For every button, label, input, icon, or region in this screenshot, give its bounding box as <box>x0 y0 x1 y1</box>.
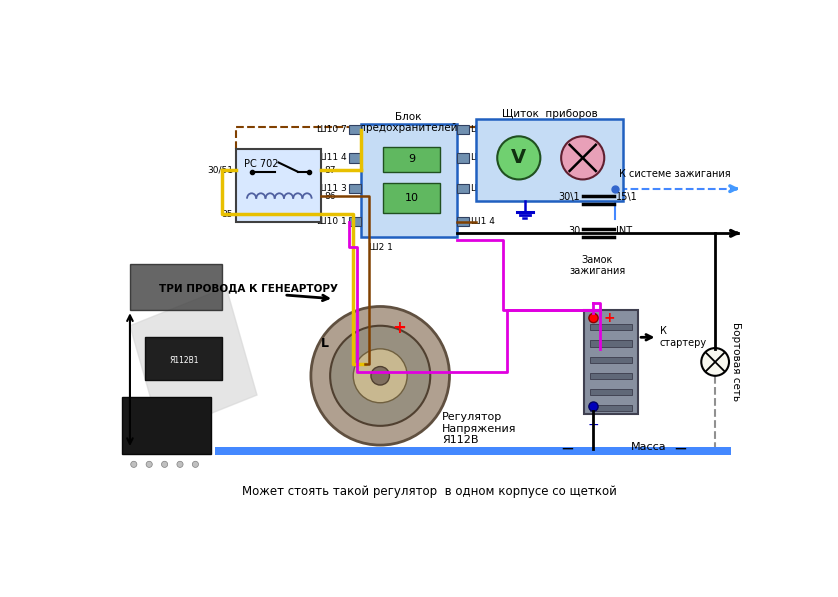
Bar <box>349 217 361 226</box>
Text: Может стоять такой регулятор  в одном корпусе со щеткой: Может стоять такой регулятор в одном кор… <box>242 485 617 498</box>
Text: 30\1: 30\1 <box>559 192 581 202</box>
Bar <box>349 184 361 193</box>
Bar <box>591 405 632 411</box>
Text: INT: INT <box>616 226 632 236</box>
Circle shape <box>497 136 541 180</box>
Circle shape <box>146 461 153 467</box>
Bar <box>591 373 632 379</box>
Bar <box>458 125 468 134</box>
Text: Ш1 5: Ш1 5 <box>471 184 495 193</box>
Text: Ш11 4: Ш11 4 <box>318 153 347 162</box>
Bar <box>458 217 468 226</box>
Text: 15\1: 15\1 <box>616 192 638 202</box>
Text: 30/51: 30/51 <box>207 166 233 175</box>
Text: 87: 87 <box>324 166 335 175</box>
Text: −: − <box>587 418 599 432</box>
Bar <box>458 184 468 193</box>
Text: Ш10 1: Ш10 1 <box>318 217 347 226</box>
Circle shape <box>162 461 168 467</box>
Text: Масса: Масса <box>630 442 666 451</box>
Text: 85: 85 <box>221 210 233 219</box>
Polygon shape <box>130 287 257 433</box>
Text: ТРИ ПРОВОДА К ГЕНЕАРТОРУ: ТРИ ПРОВОДА К ГЕНЕАРТОРУ <box>159 284 339 294</box>
Text: Ш1 4: Ш1 4 <box>471 217 495 226</box>
Bar <box>382 147 440 172</box>
Text: К
стартеру: К стартеру <box>660 327 706 348</box>
Bar <box>215 447 731 455</box>
Bar <box>122 396 211 454</box>
Circle shape <box>330 326 430 426</box>
Bar <box>458 153 468 162</box>
Bar <box>361 124 458 237</box>
Circle shape <box>589 313 598 322</box>
Text: Ш10 7: Ш10 7 <box>318 125 347 134</box>
Bar <box>382 183 440 213</box>
Text: −: − <box>674 440 687 458</box>
Text: РС 702: РС 702 <box>244 159 278 170</box>
Text: Блок
предохранителей: Блок предохранителей <box>360 112 458 133</box>
Text: 10: 10 <box>405 193 418 203</box>
Circle shape <box>701 348 729 376</box>
Text: +: + <box>603 311 615 325</box>
Text: L: L <box>321 337 328 350</box>
Text: Я112В1: Я112В1 <box>169 356 199 365</box>
Bar <box>591 389 632 395</box>
Bar <box>236 149 321 222</box>
Circle shape <box>354 349 407 403</box>
Bar <box>145 337 222 380</box>
Bar <box>591 356 632 363</box>
Text: Ш2 1: Ш2 1 <box>369 242 392 251</box>
Text: 9: 9 <box>408 155 415 164</box>
Text: Бортовая сеть: Бортовая сеть <box>731 322 741 402</box>
Text: Замок
зажигания: Замок зажигания <box>569 255 625 276</box>
Text: Регулятор
Напряжения
Я112В: Регулятор Напряжения Я112В <box>442 412 516 445</box>
Text: Ш5 3: Ш5 3 <box>471 125 495 134</box>
Text: V: V <box>511 149 526 167</box>
Circle shape <box>311 306 449 445</box>
Text: +: + <box>392 319 406 337</box>
Text: −: − <box>561 440 574 458</box>
Text: Ш4 1: Ш4 1 <box>471 153 495 162</box>
Text: Ш11 3: Ш11 3 <box>318 184 347 193</box>
Bar <box>349 153 361 162</box>
Bar <box>477 119 623 201</box>
Bar <box>584 310 639 414</box>
Bar <box>591 340 632 346</box>
Bar <box>130 264 222 310</box>
Text: Щиток  приборов: Щиток приборов <box>502 109 597 119</box>
Bar <box>591 324 632 330</box>
Circle shape <box>131 461 137 467</box>
Circle shape <box>192 461 199 467</box>
Text: 30: 30 <box>568 226 581 236</box>
Circle shape <box>371 367 390 385</box>
Text: К системе зажигания: К системе зажигания <box>619 170 731 180</box>
Bar <box>349 125 361 134</box>
Circle shape <box>177 461 183 467</box>
Circle shape <box>589 402 598 411</box>
Circle shape <box>561 136 604 180</box>
Text: 86: 86 <box>324 192 335 201</box>
